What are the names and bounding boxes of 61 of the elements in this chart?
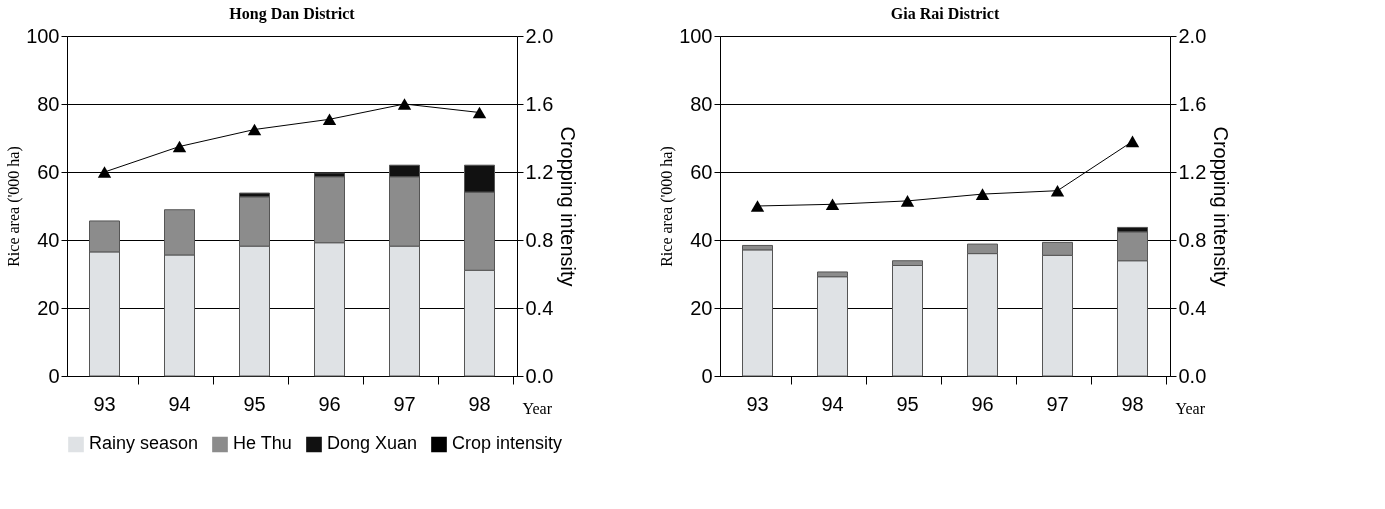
point [825, 198, 840, 211]
x-axis-title: Year [1175, 399, 1206, 417]
legend-label: He Thu [233, 433, 292, 454]
bar [742, 249, 773, 377]
x-tick-label: 96 [971, 392, 994, 415]
point [750, 200, 765, 212]
y-axis-title: Rice area ('000 ha) [658, 146, 677, 267]
point [975, 188, 990, 200]
y-tick-label: 40 [690, 228, 713, 251]
y-tick-label: 100 [679, 24, 713, 47]
point [1125, 135, 1140, 148]
point [322, 113, 337, 126]
y2-axis-title: Cropping intensity [557, 126, 580, 287]
y-tick-label: 60 [37, 160, 60, 183]
y2-tick-label: 0.4 [1178, 296, 1207, 319]
y2-tick-label: 2.0 [525, 24, 554, 47]
y2-tick-label: 1.6 [1178, 92, 1207, 115]
x-tick-label: 97 [1046, 392, 1069, 415]
y-tick-label: 100 [26, 24, 60, 47]
y-tick-label: 20 [37, 296, 60, 319]
point [247, 123, 262, 136]
x-tick-label: 93 [746, 392, 769, 415]
y-tick-label: 0 [701, 364, 713, 387]
y2-tick-label: 0.0 [525, 364, 554, 387]
y-tick-label: 20 [690, 296, 713, 319]
x-tick-label: 94 [821, 392, 844, 415]
x-tick-label: 96 [318, 392, 341, 415]
chart-title: Gia Rai District [890, 5, 1000, 22]
point [172, 140, 187, 153]
y2-tick-label: 0.8 [1178, 228, 1207, 251]
x-tick-label: 98 [1121, 392, 1144, 415]
y2-axis-title: Cropping intensity [1210, 126, 1233, 287]
x-axis-title: Year [522, 399, 553, 417]
point [1050, 184, 1065, 197]
y-tick-label: 40 [37, 228, 60, 251]
legend-label: Rainy season [89, 433, 199, 454]
x-tick-label: 93 [93, 392, 116, 415]
x-tick-label: 95 [243, 392, 266, 415]
y2-tick-label: 1.6 [525, 92, 554, 115]
y2-tick-label: 0.4 [525, 296, 554, 319]
x-tick-label: 97 [393, 392, 416, 415]
point [97, 166, 112, 178]
y-axis-title: Rice area ('000 ha) [5, 146, 24, 267]
y-tick-label: 80 [690, 92, 713, 115]
y2-tick-label: 1.2 [525, 160, 554, 183]
legend-label: Crop intensity [452, 433, 563, 454]
y2-tick-label: 0.8 [525, 228, 554, 251]
x-tick-label: 98 [468, 392, 491, 415]
x-tick-label: 95 [896, 392, 919, 415]
y-tick-label: 0 [48, 364, 60, 387]
y-tick-label: 80 [37, 92, 60, 115]
chart-title: Hong Dan District [229, 5, 356, 23]
y2-tick-label: 1.2 [1178, 160, 1207, 183]
x-tick-label: 94 [168, 392, 191, 415]
point [900, 195, 915, 207]
legend-label: Dong Xuan [327, 433, 418, 454]
point [472, 106, 487, 119]
y2-tick-label: 0.0 [1178, 364, 1207, 387]
point [397, 98, 412, 110]
y2-tick-label: 2.0 [1178, 24, 1207, 47]
y-tick-label: 60 [690, 160, 713, 183]
